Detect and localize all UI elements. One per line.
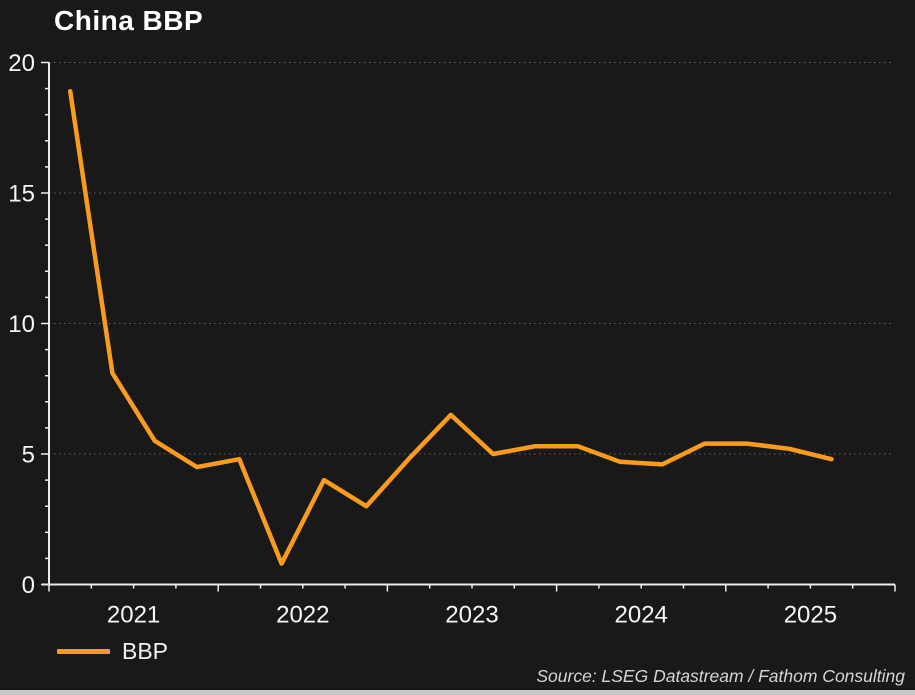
line-chart-plot: 0 5 10 15 20 2021 2022 2023 2024 2025 [8, 50, 896, 629]
y-tick-label: 20 [8, 50, 35, 77]
y-tick-label: 15 [8, 181, 35, 208]
x-tick-label: 2023 [445, 602, 498, 629]
source-attribution: Source: LSEG Datastream / Fathom Consult… [536, 666, 905, 686]
legend-line-swatch [57, 648, 110, 654]
y-tick-label: 5 [22, 442, 35, 469]
bbp-series-line [67, 88, 834, 566]
y-tick-label: 10 [8, 311, 35, 338]
x-tick-label: 2025 [784, 602, 837, 629]
x-tick-label: 2024 [615, 602, 668, 629]
y-tick-label: 0 [22, 572, 35, 599]
legend: BBP [57, 638, 168, 664]
chart-title: China BBP [54, 5, 204, 36]
x-tick-label: 2022 [276, 602, 329, 629]
x-tick-label: 2021 [107, 602, 160, 629]
bottom-accent-bar [0, 690, 915, 695]
legend-series-label: BBP [122, 637, 169, 664]
